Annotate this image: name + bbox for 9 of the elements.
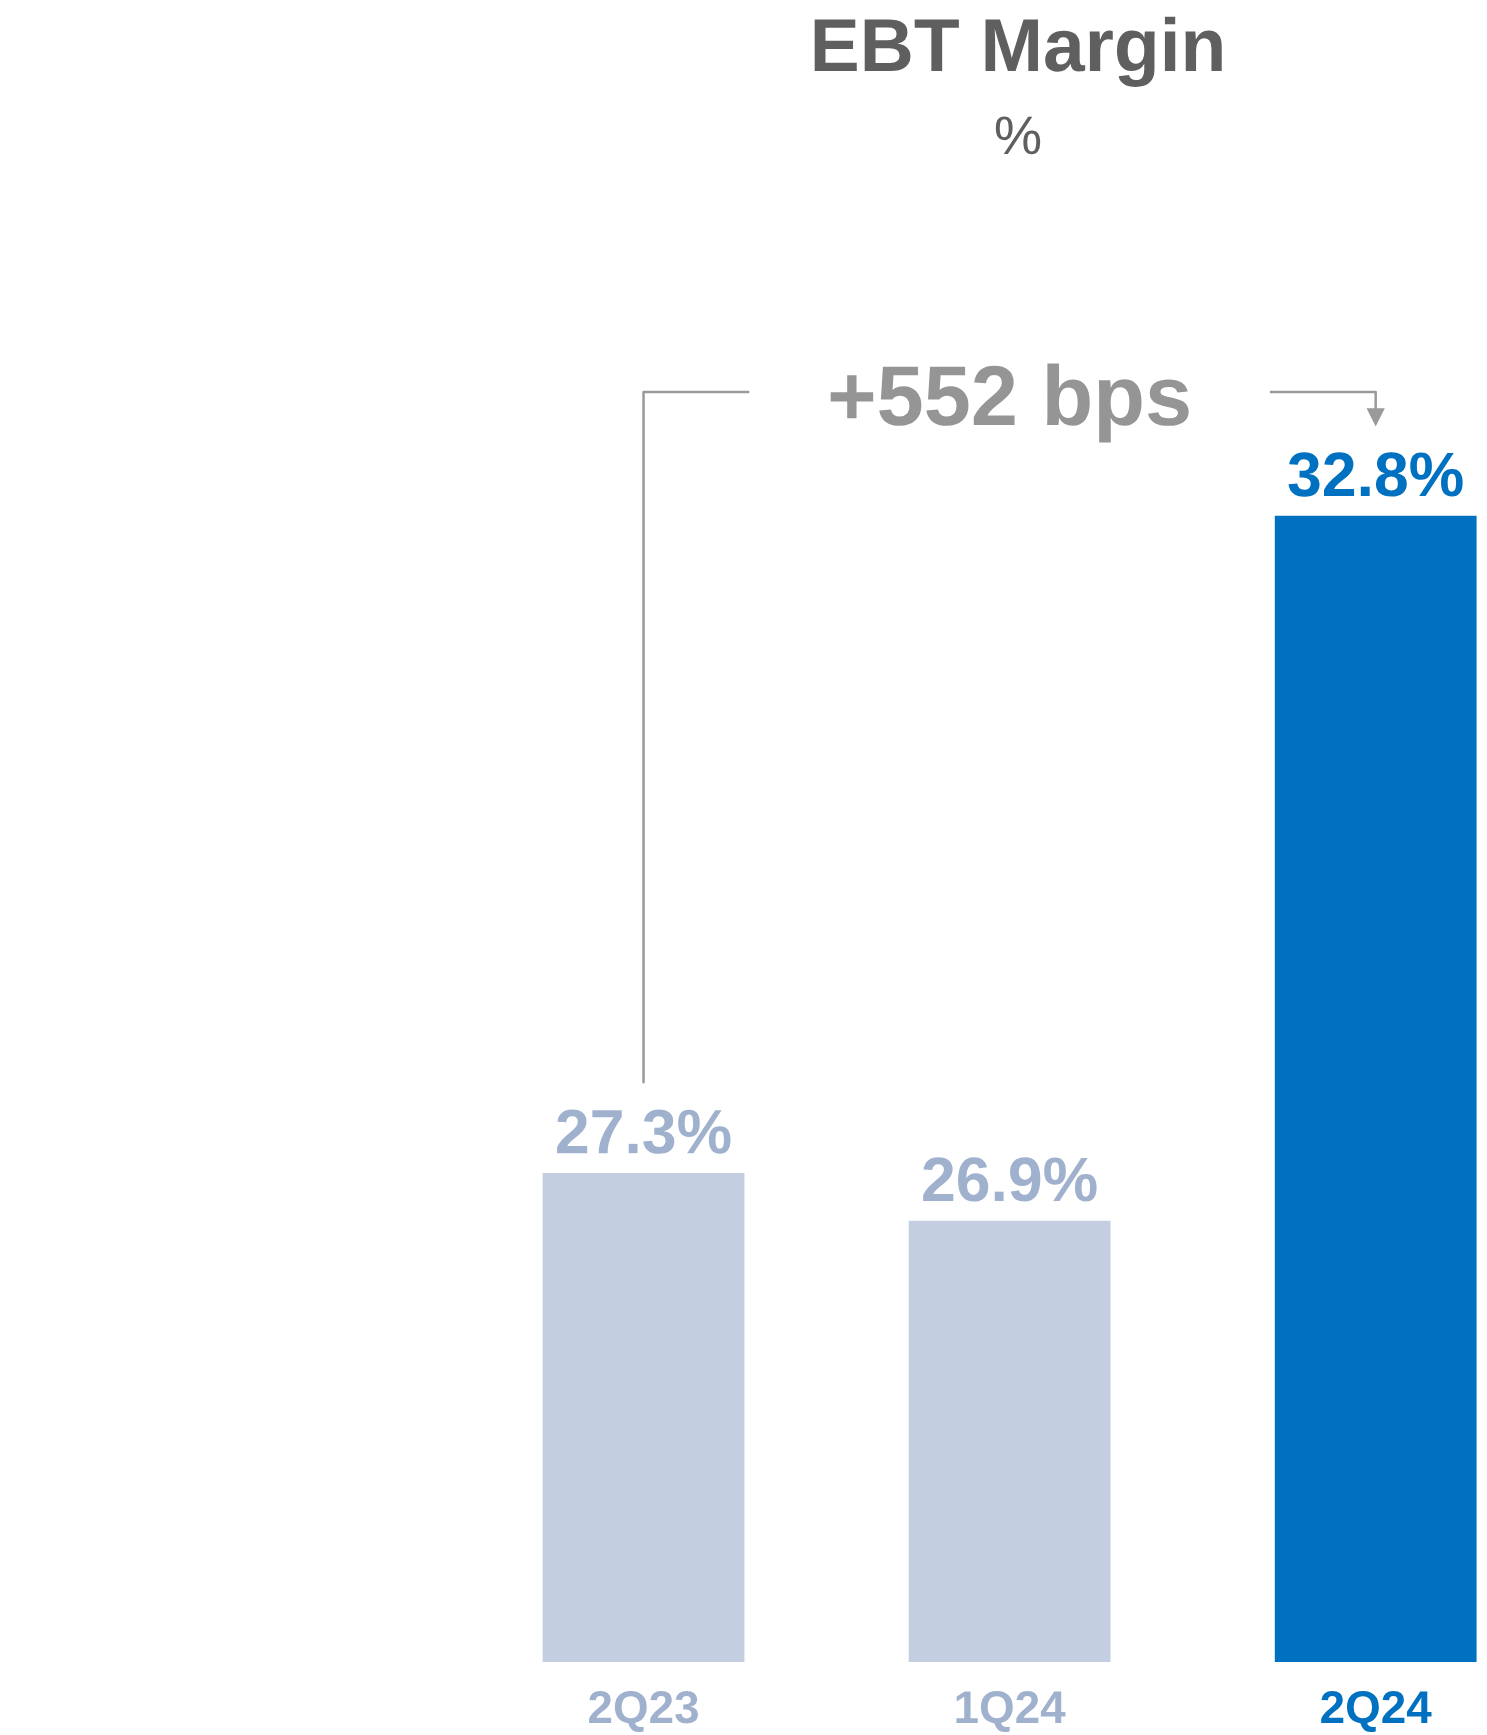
x-tick-label: 2Q23 [589,1690,698,1733]
x-tick-label: 1Q24 [956,1690,1066,1733]
x-tick-label: 2Q24 [1321,1690,1432,1733]
chart-subtitle: % [995,116,1041,155]
data-label: 27.3% [557,1109,731,1154]
chart-title: EBT Margin [814,16,1222,87]
text: +552 bps [830,363,1189,443]
data-label: 26.9% [923,1157,1097,1202]
data-label: 32.8% [1288,452,1463,497]
